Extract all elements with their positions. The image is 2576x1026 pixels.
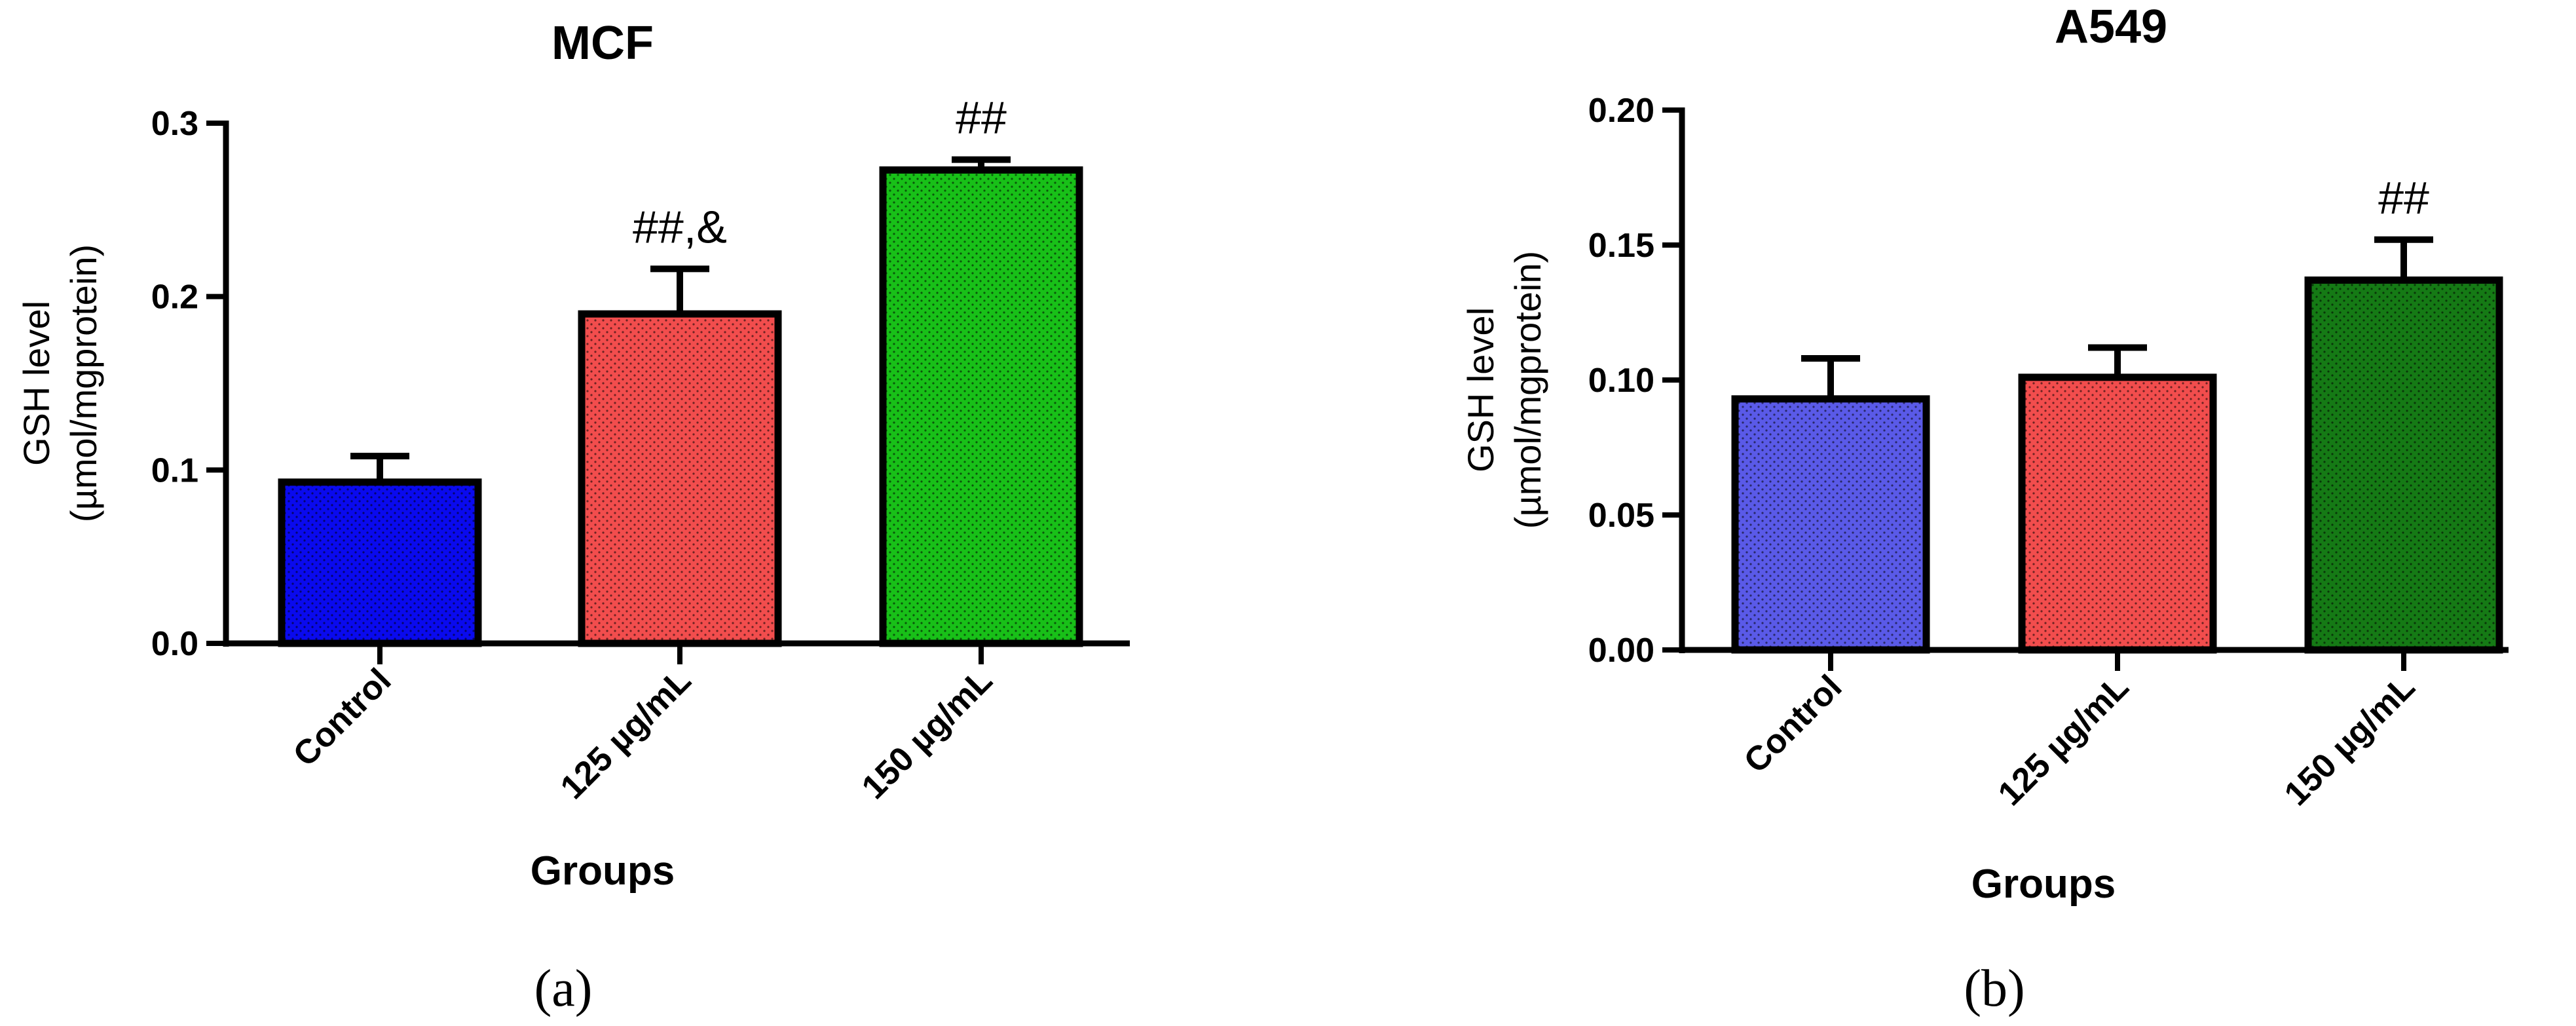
x-axis-label: Groups <box>1971 862 2116 907</box>
y-axis-label-line: (µmol/mgprotein) <box>1507 251 1548 529</box>
y-axis-label: GSH level (µmol/mgprotein) <box>16 244 104 522</box>
x-tick-label: Control <box>286 661 399 774</box>
chart-panel-a: MCF ##,& ## 0.0 0.1 0.2 0.3 Control 125 µg/mL 150… <box>16 17 1130 1017</box>
y-tick-label: 0.1 <box>151 451 198 489</box>
chart-title: MCF <box>551 17 654 69</box>
bar-texture <box>582 314 778 643</box>
y-tick-label: 0.0 <box>151 625 198 663</box>
panel-label: (a) <box>534 960 593 1017</box>
x-tick-label: Control <box>1737 668 1850 780</box>
y-tick-label: 0.00 <box>1588 632 1654 670</box>
y-tick-label: 0.05 <box>1588 497 1654 535</box>
x-tick-label: 150 µg/mL <box>855 661 1000 807</box>
bar-texture <box>2022 377 2213 650</box>
y-tick-label: 0.3 <box>151 105 198 143</box>
bar-texture <box>1735 398 1926 650</box>
y-axis-label-line: GSH level <box>16 301 57 466</box>
significance-label: ## <box>2378 172 2429 223</box>
y-tick-label: 0.15 <box>1588 227 1654 265</box>
bar-texture <box>883 170 1079 644</box>
y-axis-label-line: (µmol/mgprotein) <box>63 244 104 522</box>
y-axis-label: GSH level (µmol/mgprotein) <box>1460 251 1548 529</box>
y-axis-label-line: GSH level <box>1460 307 1501 472</box>
y-tick-label: 0.20 <box>1588 92 1654 130</box>
x-tick-label: 125 µg/mL <box>1991 668 2137 813</box>
panel-label: (b) <box>1964 960 2025 1017</box>
x-tick-label: 150 µg/mL <box>2277 668 2423 813</box>
y-tick-label: 0.2 <box>151 278 198 316</box>
bar-texture <box>2308 280 2499 650</box>
significance-label: ## <box>956 92 1007 143</box>
y-tick-label: 0.10 <box>1588 362 1654 400</box>
bar-texture <box>282 482 478 643</box>
x-axis-label: Groups <box>531 848 675 894</box>
significance-label: ##,& <box>633 201 727 252</box>
chart-panel-b: A549 ## 0.00 0.05 0.10 0.15 0.20 Control 125 µg/… <box>1460 1 2509 1017</box>
x-tick-label: 125 µg/mL <box>553 661 699 807</box>
chart-title: A549 <box>2055 1 2167 53</box>
